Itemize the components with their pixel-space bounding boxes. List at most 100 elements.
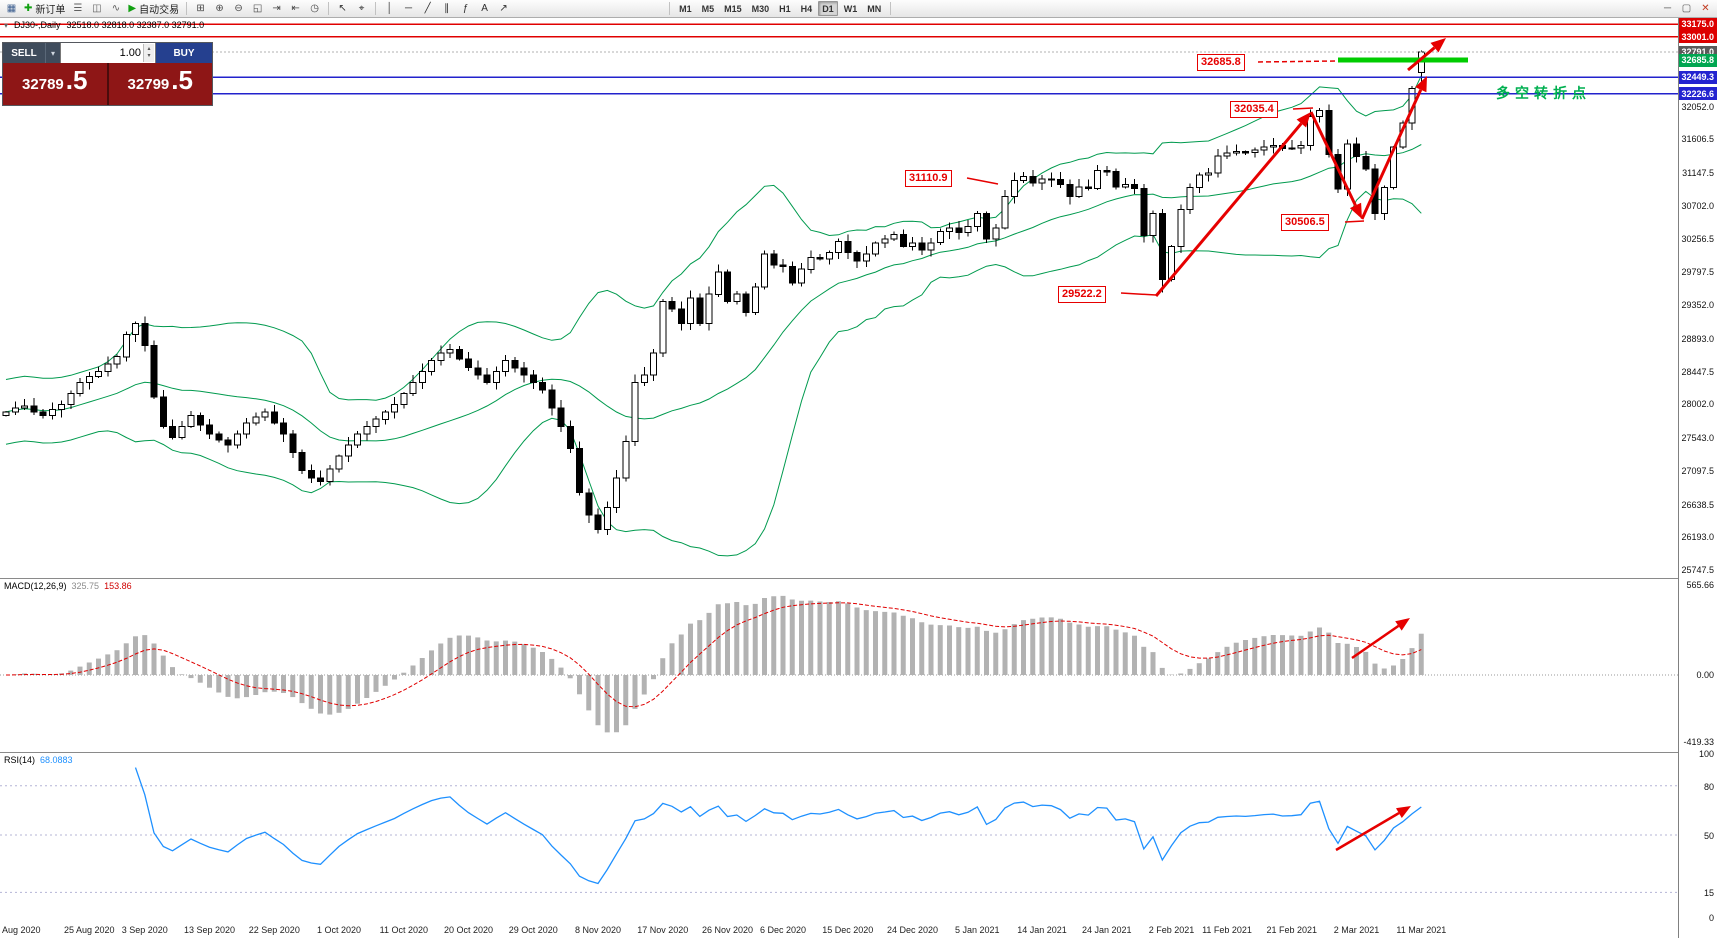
chart-bars-icon[interactable]: ☰ [69,1,86,16]
buy-header-button[interactable]: BUY [156,43,212,63]
date-axis-label: 21 Feb 2021 [1266,925,1318,935]
one-click-trading-panel: SELL ▾ 1.00 ▴ ▾ BUY 32789.5 32799.5 [2,42,213,106]
close-chart-icon[interactable]: ✕ [1697,1,1714,16]
date-axis-label: 1 Oct 2020 [316,925,362,935]
price-scale-label: 28002.0 [1681,399,1714,410]
date-axis-label: 2 Feb 2021 [1148,925,1195,935]
macd-panel [0,595,1678,733]
price-tag-32449.3: 32449.3 [1679,70,1717,84]
toolbar: ▦ ✚ 新订单 ☰ ◫ ∿ ▶ 自动交易 ⊞ ⊕ ⊖ ◱ ⇥ ⇤ ◷ ↖ ⌖ │ ─ ╱ ∥ ƒ A ↗ M1 M5 M15 M30 H… [0,0,1717,18]
rsi-panel [0,767,1678,893]
date-axis-label: 17 Nov 2020 [637,925,689,935]
arrows-tool-icon[interactable]: ↗ [495,1,512,16]
chart-line-icon[interactable]: ∿ [107,1,124,16]
price-scale-label: 29797.5 [1681,267,1714,278]
rsi-scale-label: 80 [1703,781,1714,792]
timeframe-m5-button[interactable]: M5 [701,3,715,14]
price-scale-label: 31606.5 [1681,134,1714,145]
timeframe-m15-button[interactable]: M15 [724,3,742,14]
restore-chart-icon[interactable]: ▢ [1678,1,1695,16]
price-scale-label: 26193.0 [1681,532,1714,543]
rsi-scale-label: 0 [1708,913,1714,923]
annotation-connectors [966,60,1365,296]
price-scale-label: 28893.0 [1681,333,1714,344]
sell-header-button[interactable]: SELL [3,43,45,63]
chart-candles-icon[interactable]: ◫ [88,1,105,16]
timeframe-mn-button[interactable]: MN [867,3,882,14]
crosshair-icon[interactable]: ⌖ [353,1,370,16]
trendline-icon[interactable]: ╱ [419,1,436,16]
order-type-dropdown[interactable]: ▾ [45,43,60,63]
new-order-button[interactable]: ✚ 新订单 [22,1,67,16]
chart-shift-icon[interactable]: ⇤ [287,1,304,16]
price-annotation-resistance[interactable]: 32685.8 [1197,54,1245,71]
price-tag-33175.0: 33175.0 [1679,17,1717,31]
price-tag-32685.8: 32685.8 [1679,53,1717,67]
cursor-icon[interactable]: ↖ [334,1,351,16]
timeframe-h4-button[interactable]: H4 [800,3,813,14]
date-axis-label: 2 Mar 2021 [1333,925,1380,935]
bollinger-bands [5,75,1422,557]
price-scale-label: 26638.5 [1681,499,1714,510]
price-annotation-pullback-low[interactable]: 30506.5 [1281,214,1329,231]
price-annotation-swing-low[interactable]: 29522.2 [1058,286,1106,303]
timeframe-h1-button[interactable]: H1 [779,3,791,14]
fibonacci-icon: ƒ [462,3,469,14]
auto-scroll-icon: ⇥ [272,3,281,14]
macd-scale-label: 0.00 [1696,670,1714,680]
one-click-collapse-button[interactable]: ▾ [4,20,9,30]
volume-input[interactable]: 1.00 ▴ ▾ [60,43,156,63]
text-tool-icon[interactable]: A [476,1,493,16]
new-chart-icon[interactable]: ⊞ [192,1,209,16]
zoom-in-icon[interactable]: ⊕ [211,1,228,16]
timeframe-w1-button[interactable]: W1 [843,3,858,14]
charts-icon[interactable]: ▦ [3,1,20,16]
minimize-chart-icon: ─ [1663,3,1672,14]
chart-line-icon: ∿ [111,3,121,14]
price-scale-label: 32052.0 [1681,101,1714,112]
toolbar-separator [669,2,671,15]
auto-scroll-icon[interactable]: ⇥ [268,1,285,16]
turning-point-note[interactable]: 多空转折点 [1496,85,1591,101]
new-chart-icon: ⊞ [196,3,205,14]
horizontal-level-lines[interactable] [0,23,1678,95]
tile-windows-icon[interactable]: ◱ [249,1,266,16]
crosshair-icon: ⌖ [358,3,365,14]
minimize-chart-icon[interactable]: ─ [1659,1,1676,16]
timeframe-d1-button[interactable]: D1 [818,1,838,16]
timeframe-m1-button[interactable]: M1 [679,3,692,14]
trend-arrows[interactable] [1154,38,1446,852]
candles [2,50,1425,536]
fibonacci-icon[interactable]: ƒ [457,1,474,16]
date-axis-label: 29 Oct 2020 [508,925,558,935]
zoom-in-icon: ⊕ [215,3,224,14]
chart-candles-icon: ◫ [92,3,102,14]
price-annotation-mid[interactable]: 31110.9 [905,170,952,187]
horizontal-line-icon[interactable]: ─ [400,1,417,16]
buy-price-button[interactable]: 32799.5 [108,63,212,105]
autotrade-button[interactable]: ▶ 自动交易 [126,1,181,16]
zoom-out-icon[interactable]: ⊖ [230,1,247,16]
timeframe-m30-button[interactable]: M30 [751,3,770,14]
restore-chart-icon: ▢ [1681,3,1692,14]
date-axis-label: 11 Oct 2020 [379,925,428,935]
date-axis-label: 13 Sep 2020 [183,925,236,935]
price-annotation-peak[interactable]: 32035.4 [1230,101,1278,118]
price-scale-label: 28447.5 [1681,366,1714,377]
price-scale[interactable]: 32052.0 31606.5 31147.5 30702.0 30256.5 29797… [1678,17,1717,938]
price-scale-label: 30702.0 [1681,200,1714,211]
date-axis-label: 3 Sep 2020 [121,925,168,935]
date-axis-label: 8 Nov 2020 [574,925,622,935]
rsi-scale-label: 100 [1698,749,1714,759]
channel-icon[interactable]: ∥ [438,1,455,16]
close-chart-icon: ✕ [1701,3,1710,14]
autotrade-icon: ▶ [128,3,137,14]
clock-icon[interactable]: ◷ [306,1,323,16]
volume-stepper[interactable]: ▴ ▾ [143,44,154,62]
autotrade-button-label: 自动交易 [139,5,180,16]
sell-price-button[interactable]: 32789.5 [3,63,109,105]
date-axis[interactable]: 14 Aug 2020 25 Aug 2020 3 Sep 2020 13 Sep 2… [0,920,1678,938]
date-axis-label: 11 Feb 2021 [1202,925,1252,935]
vertical-line-icon[interactable]: │ [381,1,398,16]
